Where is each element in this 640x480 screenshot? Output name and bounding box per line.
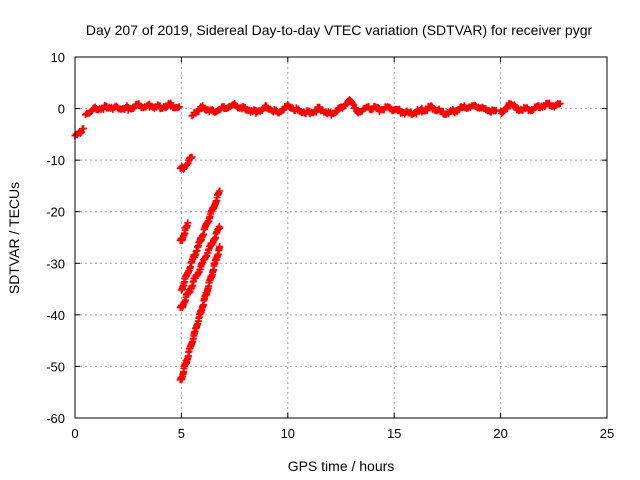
x-axis-label: GPS time / hours [288, 458, 395, 474]
y-tick-label: -10 [46, 153, 65, 168]
y-tick-label: 10 [51, 50, 65, 65]
x-tick-label: 15 [387, 426, 401, 441]
y-tick-label: -40 [46, 308, 65, 323]
y-tick-label: -30 [46, 256, 65, 271]
y-tick-label: -60 [46, 411, 65, 426]
x-tick-label: 5 [178, 426, 185, 441]
data-points [71, 96, 564, 384]
y-tick-label: -50 [46, 359, 65, 374]
x-tick-label: 0 [71, 426, 78, 441]
x-tick-label: 25 [600, 426, 614, 441]
y-tick-label: -20 [46, 205, 65, 220]
plot-frame [74, 56, 608, 419]
x-tick-label: 10 [281, 426, 295, 441]
y-axis-label: SDTVAR / TECUs [6, 182, 22, 294]
x-tick-label: 20 [493, 426, 507, 441]
sdtvar-markers [71, 96, 564, 384]
y-tick-label: 0 [58, 102, 65, 117]
chart-title: Day 207 of 2019, Sidereal Day-to-day VTE… [86, 22, 593, 38]
